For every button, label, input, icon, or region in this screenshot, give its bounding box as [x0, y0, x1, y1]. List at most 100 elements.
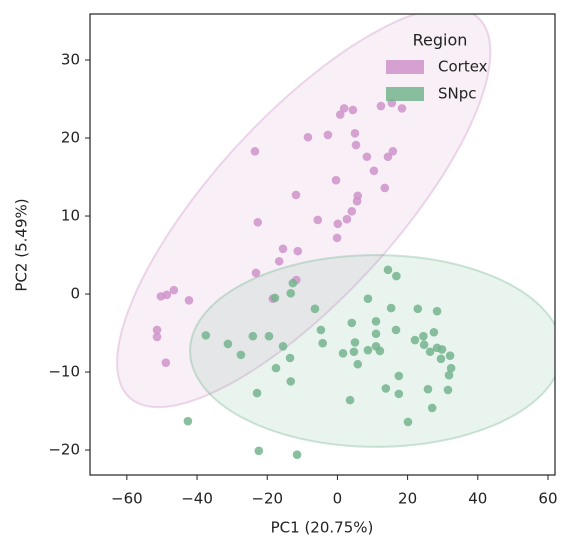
data-point	[274, 256, 284, 266]
data-point	[331, 175, 341, 185]
legend-label: Cortex	[438, 58, 488, 76]
data-point	[332, 233, 342, 243]
data-point	[236, 350, 246, 360]
data-point	[270, 293, 280, 303]
data-point	[318, 338, 327, 348]
data-point	[169, 285, 179, 295]
data-point	[380, 183, 390, 193]
data-point	[285, 353, 295, 363]
data-point	[286, 288, 296, 298]
data-point	[271, 363, 281, 373]
x-tick-label: 60	[538, 490, 557, 508]
data-point	[323, 130, 333, 140]
data-point	[444, 370, 454, 380]
confidence-ellipse	[188, 253, 555, 448]
data-point	[303, 132, 313, 142]
data-point	[278, 341, 288, 351]
x-tick-label: −40	[181, 490, 213, 508]
data-point	[251, 268, 261, 278]
data-point	[425, 347, 435, 357]
y-tick-label: −20	[48, 441, 80, 459]
data-point	[369, 166, 379, 176]
x-tick-label: −60	[111, 490, 143, 508]
data-point	[264, 331, 274, 341]
data-point	[351, 140, 361, 150]
x-axis-label: PC1 (20.75%)	[271, 519, 374, 537]
x-tick-label: −20	[251, 490, 283, 508]
data-point	[445, 351, 455, 360]
plot-frame	[89, 13, 556, 476]
data-point	[292, 450, 302, 460]
data-point	[152, 325, 162, 335]
legend-swatch	[386, 60, 424, 74]
data-point	[383, 265, 393, 275]
data-point	[313, 215, 323, 225]
y-tick-label: 30	[61, 51, 80, 69]
y-tick-label: −10	[48, 363, 80, 381]
data-point	[437, 345, 447, 354]
legend-title: Region	[413, 31, 468, 50]
y-tick-label: 10	[61, 207, 80, 225]
data-point	[419, 340, 429, 350]
data-point	[288, 278, 298, 288]
y-axis-label: PC2 (5.49%)	[13, 198, 31, 291]
data-point	[316, 325, 326, 335]
legend-label: SNpc	[438, 85, 477, 103]
data-point	[345, 395, 355, 405]
data-point	[397, 104, 407, 113]
data-point	[350, 129, 360, 138]
data-point	[348, 105, 358, 115]
data-point	[339, 104, 349, 113]
legend-swatch	[386, 87, 424, 101]
data-point	[248, 331, 258, 341]
data-point	[286, 377, 296, 386]
data-point	[419, 331, 428, 341]
data-point	[381, 384, 391, 393]
data-point	[353, 359, 363, 369]
data-point	[183, 416, 193, 426]
data-point	[335, 110, 345, 119]
data-point	[410, 335, 420, 345]
data-point	[338, 349, 348, 358]
data-point	[254, 446, 264, 456]
data-point	[403, 417, 413, 427]
x-tick-label: 20	[398, 490, 417, 508]
data-point	[352, 196, 362, 206]
data-point	[349, 347, 359, 357]
data-point	[427, 403, 437, 413]
y-tick-label: 0	[70, 285, 80, 303]
data-point	[375, 346, 385, 356]
data-point	[278, 244, 288, 254]
data-point	[386, 303, 396, 313]
data-point	[413, 304, 423, 314]
data-point	[347, 318, 357, 328]
data-point	[443, 385, 453, 395]
data-point	[161, 358, 171, 367]
data-point	[250, 146, 260, 156]
data-point	[293, 246, 303, 256]
data-point	[223, 339, 233, 349]
plot-area	[115, 14, 555, 460]
data-point	[371, 317, 381, 326]
data-point	[432, 306, 442, 316]
data-point	[394, 371, 404, 381]
data-point	[291, 190, 301, 200]
data-point	[333, 219, 343, 229]
data-point	[347, 207, 357, 216]
data-point	[363, 345, 373, 355]
data-point	[391, 325, 401, 335]
data-point	[371, 329, 381, 339]
x-tick-label: 40	[468, 490, 487, 508]
confidence-ellipse	[115, 14, 492, 409]
data-point	[376, 101, 386, 111]
data-point	[253, 217, 263, 227]
data-point	[429, 327, 439, 337]
data-point	[436, 354, 446, 364]
data-point	[162, 290, 172, 300]
data-point	[394, 389, 404, 399]
data-point	[446, 363, 456, 373]
data-point	[350, 338, 360, 347]
data-point	[423, 384, 433, 394]
data-point	[310, 304, 320, 314]
